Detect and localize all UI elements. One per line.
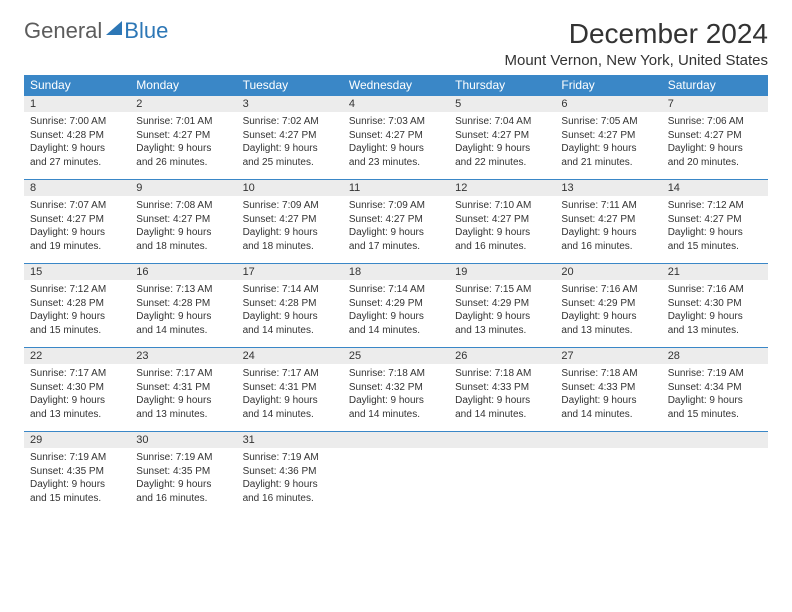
day-number-cell: 10 xyxy=(237,180,343,197)
location-text: Mount Vernon, New York, United States xyxy=(505,52,769,69)
logo-text-general: General xyxy=(24,18,102,44)
day-detail-row: Sunrise: 7:12 AMSunset: 4:28 PMDaylight:… xyxy=(24,280,768,348)
day-detail-cell: Sunrise: 7:19 AMSunset: 4:36 PMDaylight:… xyxy=(237,448,343,515)
day-number-cell: 25 xyxy=(343,348,449,365)
day-detail-row: Sunrise: 7:19 AMSunset: 4:35 PMDaylight:… xyxy=(24,448,768,515)
day-number-cell: 1 xyxy=(24,96,130,113)
day-detail-cell: Sunrise: 7:17 AMSunset: 4:30 PMDaylight:… xyxy=(24,364,130,432)
day-detail-cell: Sunrise: 7:18 AMSunset: 4:33 PMDaylight:… xyxy=(555,364,661,432)
day-number-cell xyxy=(449,432,555,449)
day-detail-cell: Sunrise: 7:09 AMSunset: 4:27 PMDaylight:… xyxy=(343,196,449,264)
day-detail-cell: Sunrise: 7:05 AMSunset: 4:27 PMDaylight:… xyxy=(555,112,661,180)
day-detail-cell: Sunrise: 7:11 AMSunset: 4:27 PMDaylight:… xyxy=(555,196,661,264)
day-detail-cell: Sunrise: 7:17 AMSunset: 4:31 PMDaylight:… xyxy=(130,364,236,432)
day-detail-cell: Sunrise: 7:12 AMSunset: 4:27 PMDaylight:… xyxy=(662,196,768,264)
day-number-row: 22232425262728 xyxy=(24,348,768,365)
day-detail-cell xyxy=(662,448,768,515)
weekday-header: Tuesday xyxy=(237,75,343,96)
day-detail-cell: Sunrise: 7:18 AMSunset: 4:32 PMDaylight:… xyxy=(343,364,449,432)
weekday-header: Friday xyxy=(555,75,661,96)
day-number-cell xyxy=(343,432,449,449)
day-detail-cell: Sunrise: 7:14 AMSunset: 4:28 PMDaylight:… xyxy=(237,280,343,348)
calendar-table: Sunday Monday Tuesday Wednesday Thursday… xyxy=(24,75,768,515)
calendar-page: General Blue December 2024 Mount Vernon,… xyxy=(0,0,792,533)
day-detail-cell: Sunrise: 7:01 AMSunset: 4:27 PMDaylight:… xyxy=(130,112,236,180)
month-title: December 2024 xyxy=(505,18,769,50)
day-number-cell: 6 xyxy=(555,96,661,113)
day-detail-cell: Sunrise: 7:19 AMSunset: 4:35 PMDaylight:… xyxy=(24,448,130,515)
day-number-cell: 16 xyxy=(130,264,236,281)
day-number-row: 891011121314 xyxy=(24,180,768,197)
day-number-cell: 24 xyxy=(237,348,343,365)
day-number-cell: 2 xyxy=(130,96,236,113)
day-number-cell: 18 xyxy=(343,264,449,281)
day-detail-cell: Sunrise: 7:10 AMSunset: 4:27 PMDaylight:… xyxy=(449,196,555,264)
day-number-cell: 4 xyxy=(343,96,449,113)
day-number-cell: 26 xyxy=(449,348,555,365)
day-number-cell: 20 xyxy=(555,264,661,281)
day-number-row: 15161718192021 xyxy=(24,264,768,281)
day-detail-cell: Sunrise: 7:04 AMSunset: 4:27 PMDaylight:… xyxy=(449,112,555,180)
logo: General Blue xyxy=(24,18,168,44)
day-detail-cell xyxy=(555,448,661,515)
day-detail-cell: Sunrise: 7:15 AMSunset: 4:29 PMDaylight:… xyxy=(449,280,555,348)
weekday-header: Wednesday xyxy=(343,75,449,96)
day-number-cell: 27 xyxy=(555,348,661,365)
day-number-cell: 7 xyxy=(662,96,768,113)
day-number-cell: 28 xyxy=(662,348,768,365)
day-number-cell: 11 xyxy=(343,180,449,197)
day-detail-cell: Sunrise: 7:07 AMSunset: 4:27 PMDaylight:… xyxy=(24,196,130,264)
day-number-cell: 30 xyxy=(130,432,236,449)
day-number-cell: 23 xyxy=(130,348,236,365)
day-detail-cell: Sunrise: 7:19 AMSunset: 4:35 PMDaylight:… xyxy=(130,448,236,515)
day-detail-cell: Sunrise: 7:18 AMSunset: 4:33 PMDaylight:… xyxy=(449,364,555,432)
day-number-cell: 12 xyxy=(449,180,555,197)
day-detail-cell: Sunrise: 7:19 AMSunset: 4:34 PMDaylight:… xyxy=(662,364,768,432)
calendar-body: 1234567Sunrise: 7:00 AMSunset: 4:28 PMDa… xyxy=(24,96,768,516)
day-number-cell xyxy=(662,432,768,449)
title-block: December 2024 Mount Vernon, New York, Un… xyxy=(505,18,769,69)
day-number-cell: 8 xyxy=(24,180,130,197)
day-detail-cell: Sunrise: 7:17 AMSunset: 4:31 PMDaylight:… xyxy=(237,364,343,432)
day-number-cell: 17 xyxy=(237,264,343,281)
day-detail-row: Sunrise: 7:07 AMSunset: 4:27 PMDaylight:… xyxy=(24,196,768,264)
day-detail-cell: Sunrise: 7:16 AMSunset: 4:29 PMDaylight:… xyxy=(555,280,661,348)
day-number-cell: 21 xyxy=(662,264,768,281)
day-detail-row: Sunrise: 7:17 AMSunset: 4:30 PMDaylight:… xyxy=(24,364,768,432)
day-number-cell: 3 xyxy=(237,96,343,113)
day-detail-cell: Sunrise: 7:03 AMSunset: 4:27 PMDaylight:… xyxy=(343,112,449,180)
day-detail-cell: Sunrise: 7:02 AMSunset: 4:27 PMDaylight:… xyxy=(237,112,343,180)
day-number-cell: 9 xyxy=(130,180,236,197)
day-detail-cell xyxy=(449,448,555,515)
day-detail-cell: Sunrise: 7:14 AMSunset: 4:29 PMDaylight:… xyxy=(343,280,449,348)
weekday-header: Thursday xyxy=(449,75,555,96)
day-detail-cell: Sunrise: 7:00 AMSunset: 4:28 PMDaylight:… xyxy=(24,112,130,180)
weekday-header-row: Sunday Monday Tuesday Wednesday Thursday… xyxy=(24,75,768,96)
day-detail-cell: Sunrise: 7:08 AMSunset: 4:27 PMDaylight:… xyxy=(130,196,236,264)
weekday-header: Monday xyxy=(130,75,236,96)
day-number-cell: 29 xyxy=(24,432,130,449)
logo-text-blue: Blue xyxy=(124,18,168,44)
page-header: General Blue December 2024 Mount Vernon,… xyxy=(24,18,768,69)
day-number-cell: 22 xyxy=(24,348,130,365)
logo-sail-icon xyxy=(106,21,122,35)
day-number-row: 293031 xyxy=(24,432,768,449)
day-number-cell: 13 xyxy=(555,180,661,197)
day-number-cell: 5 xyxy=(449,96,555,113)
day-number-row: 1234567 xyxy=(24,96,768,113)
day-number-cell xyxy=(555,432,661,449)
weekday-header: Sunday xyxy=(24,75,130,96)
day-detail-cell xyxy=(343,448,449,515)
day-detail-cell: Sunrise: 7:16 AMSunset: 4:30 PMDaylight:… xyxy=(662,280,768,348)
day-number-cell: 15 xyxy=(24,264,130,281)
weekday-header: Saturday xyxy=(662,75,768,96)
day-detail-row: Sunrise: 7:00 AMSunset: 4:28 PMDaylight:… xyxy=(24,112,768,180)
day-number-cell: 31 xyxy=(237,432,343,449)
day-detail-cell: Sunrise: 7:06 AMSunset: 4:27 PMDaylight:… xyxy=(662,112,768,180)
day-detail-cell: Sunrise: 7:12 AMSunset: 4:28 PMDaylight:… xyxy=(24,280,130,348)
day-number-cell: 19 xyxy=(449,264,555,281)
day-detail-cell: Sunrise: 7:09 AMSunset: 4:27 PMDaylight:… xyxy=(237,196,343,264)
day-detail-cell: Sunrise: 7:13 AMSunset: 4:28 PMDaylight:… xyxy=(130,280,236,348)
day-number-cell: 14 xyxy=(662,180,768,197)
